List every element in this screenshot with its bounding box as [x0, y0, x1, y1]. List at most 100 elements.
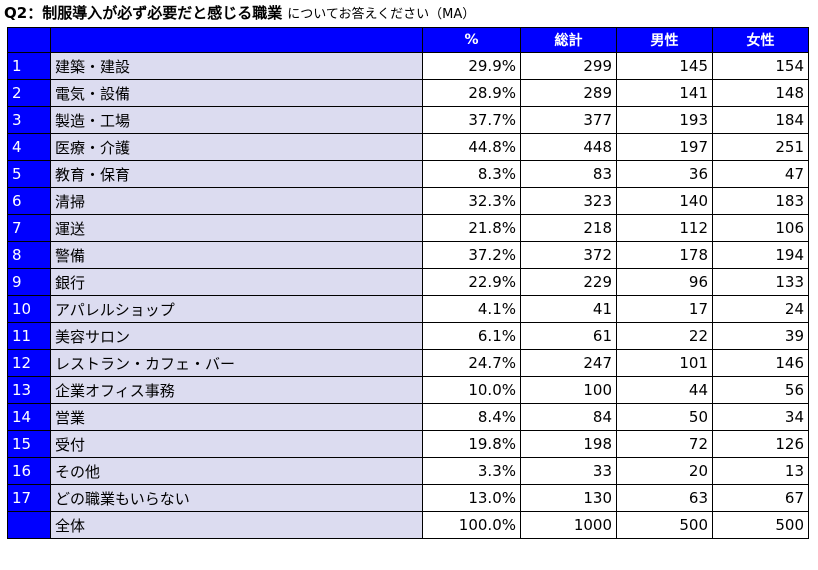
table-row: 15 受付 19.8% 198 72 126 — [7, 430, 809, 458]
row-female: 251 — [712, 133, 809, 161]
row-male: 141 — [616, 79, 713, 107]
table-row: 11 美容サロン 6.1% 61 22 39 — [7, 322, 809, 350]
row-total: 83 — [520, 160, 617, 188]
row-male: 63 — [616, 484, 713, 512]
row-female: 154 — [712, 52, 809, 80]
table-row: 4 医療・介護 44.8% 448 197 251 — [7, 133, 809, 161]
table-row: 9 銀行 22.9% 229 96 133 — [7, 268, 809, 296]
row-label: その他 — [50, 457, 423, 485]
row-percent: 19.8% — [422, 430, 521, 458]
header-cell-percent: % — [422, 27, 521, 53]
row-female: 24 — [712, 295, 809, 323]
row-number: 16 — [7, 457, 51, 485]
row-percent: 13.0% — [422, 484, 521, 512]
row-female: 56 — [712, 376, 809, 404]
row-number: 1 — [7, 52, 51, 80]
row-label: 製造・工場 — [50, 106, 423, 134]
row-female: 34 — [712, 403, 809, 431]
row-male: 193 — [616, 106, 713, 134]
row-male: 50 — [616, 403, 713, 431]
row-percent: 4.1% — [422, 295, 521, 323]
row-number: 12 — [7, 349, 51, 377]
table-row: 1 建築・建設 29.9% 299 145 154 — [7, 52, 809, 80]
row-total: 448 — [520, 133, 617, 161]
row-label: 企業オフィス事務 — [50, 376, 423, 404]
title-main: Q2：制服導入が必ず必要だと感じる職業 — [4, 4, 283, 22]
row-total: 372 — [520, 241, 617, 269]
row-total: 377 — [520, 106, 617, 134]
row-female: 106 — [712, 214, 809, 242]
table-row: 8 警備 37.2% 372 178 194 — [7, 241, 809, 269]
row-percent: 3.3% — [422, 457, 521, 485]
row-number: 17 — [7, 484, 51, 512]
row-label: 警備 — [50, 241, 423, 269]
row-female: 194 — [712, 241, 809, 269]
row-number: 13 — [7, 376, 51, 404]
row-male: 36 — [616, 160, 713, 188]
row-total: 218 — [520, 214, 617, 242]
row-label: 医療・介護 — [50, 133, 423, 161]
table-row: 5 教育・保育 8.3% 83 36 47 — [7, 160, 809, 188]
row-female: 146 — [712, 349, 809, 377]
row-label: 建築・建設 — [50, 52, 423, 80]
header-cell-female: 女性 — [712, 27, 809, 53]
header-cell-number — [7, 27, 51, 53]
row-number: 14 — [7, 403, 51, 431]
row-total: 84 — [520, 403, 617, 431]
table-row: 7 運送 21.8% 218 112 106 — [7, 214, 809, 242]
row-female: 126 — [712, 430, 809, 458]
row-label: 営業 — [50, 403, 423, 431]
row-number: 2 — [7, 79, 51, 107]
row-label: 教育・保育 — [50, 160, 423, 188]
row-percent: 28.9% — [422, 79, 521, 107]
page-title: Q2：制服導入が必ず必要だと感じる職業 についてお答えください（MA） — [0, 0, 818, 26]
row-female: 67 — [712, 484, 809, 512]
row-number: 9 — [7, 268, 51, 296]
row-female: 500 — [712, 511, 809, 539]
row-female: 183 — [712, 187, 809, 215]
row-percent: 44.8% — [422, 133, 521, 161]
header-cell-male: 男性 — [616, 27, 713, 53]
row-male: 197 — [616, 133, 713, 161]
row-percent: 10.0% — [422, 376, 521, 404]
row-number: 3 — [7, 106, 51, 134]
row-total: 247 — [520, 349, 617, 377]
row-total: 33 — [520, 457, 617, 485]
row-label: 受付 — [50, 430, 423, 458]
row-label: 銀行 — [50, 268, 423, 296]
row-number: 6 — [7, 187, 51, 215]
row-male: 145 — [616, 52, 713, 80]
row-male: 178 — [616, 241, 713, 269]
row-number: 7 — [7, 214, 51, 242]
table-body: 1 建築・建設 29.9% 299 145 154 2 電気・設備 28.9% 289 141 148… — [7, 52, 809, 539]
row-female: 148 — [712, 79, 809, 107]
table-row: 14 営業 8.4% 84 50 34 — [7, 403, 809, 431]
row-total: 1000 — [520, 511, 617, 539]
row-female: 47 — [712, 160, 809, 188]
row-percent: 6.1% — [422, 322, 521, 350]
row-total: 61 — [520, 322, 617, 350]
row-percent: 37.7% — [422, 106, 521, 134]
row-male: 17 — [616, 295, 713, 323]
header-cell-label — [50, 27, 423, 53]
row-male: 22 — [616, 322, 713, 350]
row-female: 13 — [712, 457, 809, 485]
row-total: 229 — [520, 268, 617, 296]
row-label: 全体 — [50, 511, 423, 539]
row-number: 15 — [7, 430, 51, 458]
row-total: 323 — [520, 187, 617, 215]
row-label: 運送 — [50, 214, 423, 242]
title-sub: についてお答えください（MA） — [287, 7, 476, 22]
table-row: 16 その他 3.3% 33 20 13 — [7, 457, 809, 485]
table-row: 10 アパレルショップ 4.1% 41 17 24 — [7, 295, 809, 323]
row-number — [7, 511, 51, 539]
row-number: 8 — [7, 241, 51, 269]
row-percent: 29.9% — [422, 52, 521, 80]
row-number: 4 — [7, 133, 51, 161]
row-label: どの職業もいらない — [50, 484, 423, 512]
total-row: 全体 100.0% 1000 500 500 — [7, 511, 809, 539]
row-percent: 22.9% — [422, 268, 521, 296]
row-male: 101 — [616, 349, 713, 377]
header-cell-total: 総計 — [520, 27, 617, 53]
row-total: 100 — [520, 376, 617, 404]
